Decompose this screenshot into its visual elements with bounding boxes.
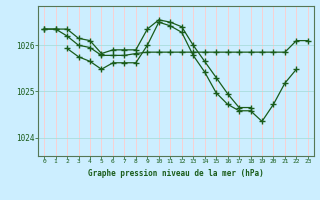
X-axis label: Graphe pression niveau de la mer (hPa): Graphe pression niveau de la mer (hPa) <box>88 169 264 178</box>
